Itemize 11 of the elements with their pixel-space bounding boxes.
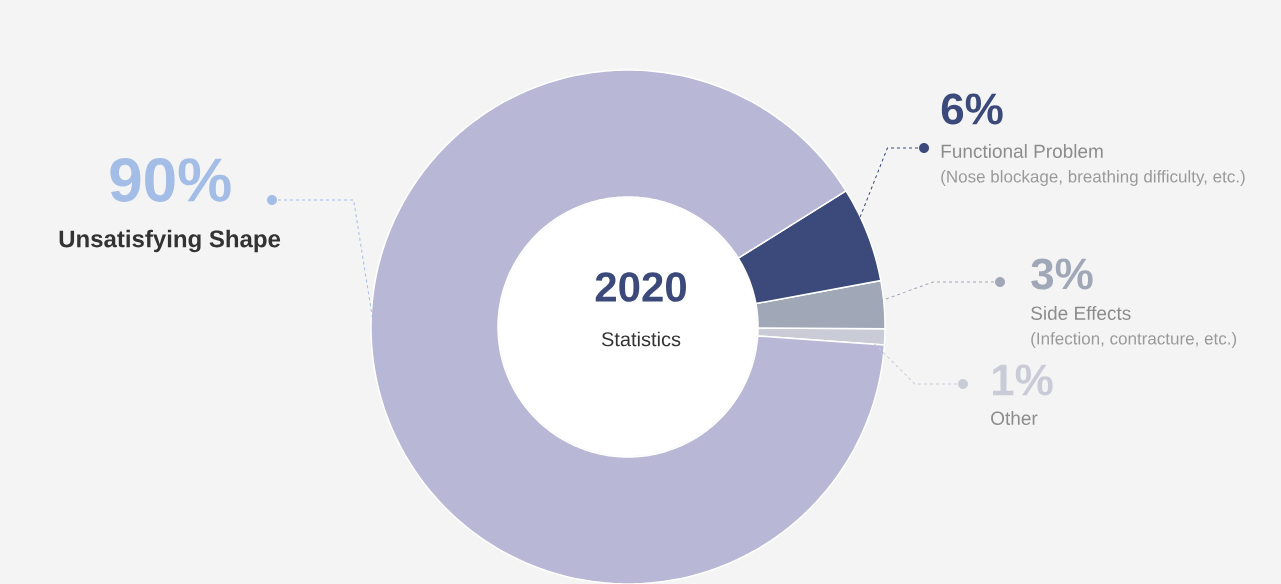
text: 2020 (595, 272, 686, 302)
data-label: 6% (941, 93, 1003, 125)
slice-label: Other (991, 411, 1038, 425)
data-label: 90% (110, 158, 231, 202)
text: (Infection, contracture, etc.) (1031, 332, 1237, 348)
slice-label: Side Effects (1031, 306, 1131, 320)
legend-label: Functional Problem (941, 144, 1103, 158)
text: (Nose blockage, breathing difficulty, etc.) (941, 170, 1245, 186)
data-label: 3% (1031, 258, 1093, 290)
slice-label: Unsatisfying Shape (59, 229, 281, 253)
text: Statistics (601, 331, 681, 347)
